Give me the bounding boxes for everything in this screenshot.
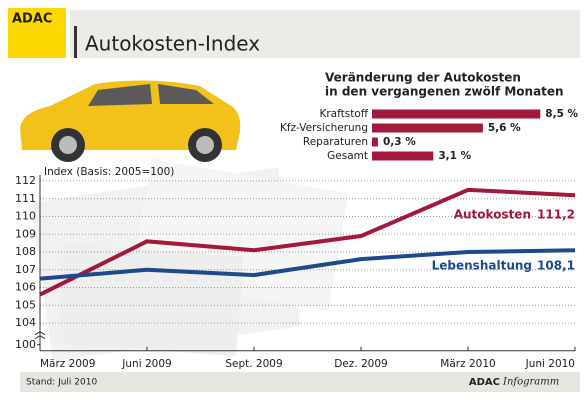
bar-category-label: Kfz-Versicherung [280, 122, 368, 134]
series-name: Lebenshaltung [432, 259, 532, 273]
series-name: Autokosten [454, 208, 531, 222]
series-line [39, 187, 576, 297]
series-value-label: 111,2 [537, 208, 575, 222]
x-tick-label: Juni 2010 [525, 358, 575, 370]
x-tick-label: Sept. 2009 [225, 358, 282, 370]
bar-value-label: 8,5 % [545, 108, 578, 120]
bar-chart-title: Veränderung der Autokosten [325, 71, 521, 85]
header-band [70, 10, 580, 58]
bar-category-label: Gesamt [327, 150, 368, 162]
footer-band [20, 372, 580, 392]
y-tick-label: 106 [15, 281, 36, 294]
logo: ADAC [12, 12, 52, 27]
bar-value-label: 0,3 % [383, 136, 416, 148]
footer-brand: ADAC [469, 377, 500, 388]
x-tick-label: Dez. 2009 [334, 358, 387, 370]
y-tick-label: 110 [15, 210, 36, 223]
y-tick-label: 107 [15, 263, 36, 276]
bar [372, 151, 434, 161]
x-tick-label: Juni 2009 [121, 358, 171, 370]
y-tick-label: 105 [15, 298, 36, 311]
footer-brand-suffix: Infogramm [502, 377, 559, 388]
bar-category-label: Reparaturen [303, 136, 368, 148]
y-tick-label: 112 [15, 174, 36, 187]
y-axis-title: Index (Basis: 2005=100) [44, 166, 174, 178]
bar-value-label: 5,6 % [488, 122, 521, 134]
y-tick-label: 108 [15, 245, 36, 258]
car-illustration [20, 80, 241, 162]
y-axis-base-label: 100 [15, 338, 36, 351]
y-tick-label: 109 [15, 227, 36, 240]
series-line [39, 248, 576, 281]
title: Autokosten-Index [85, 32, 260, 56]
banknotes [30, 158, 349, 361]
bar-value-label: 3,1 % [438, 150, 471, 162]
title-accent [74, 26, 77, 58]
y-tick-label: 111 [15, 192, 36, 205]
footer-stand: Stand: Juli 2010 [26, 378, 97, 388]
logo-box [8, 8, 66, 58]
y-tick-label: 104 [15, 316, 36, 329]
bar [372, 137, 378, 147]
bar-chart-title: in den vergangenen zwölf Monaten [325, 85, 564, 99]
x-tick-label: März 2009 [40, 358, 95, 370]
x-tick-label: März 2010 [440, 358, 495, 370]
series-value-label: 108,1 [537, 259, 575, 273]
bar [372, 123, 483, 133]
bar-category-label: Kraftstoff [319, 108, 368, 120]
bar [372, 109, 541, 119]
axis-break [34, 331, 46, 340]
